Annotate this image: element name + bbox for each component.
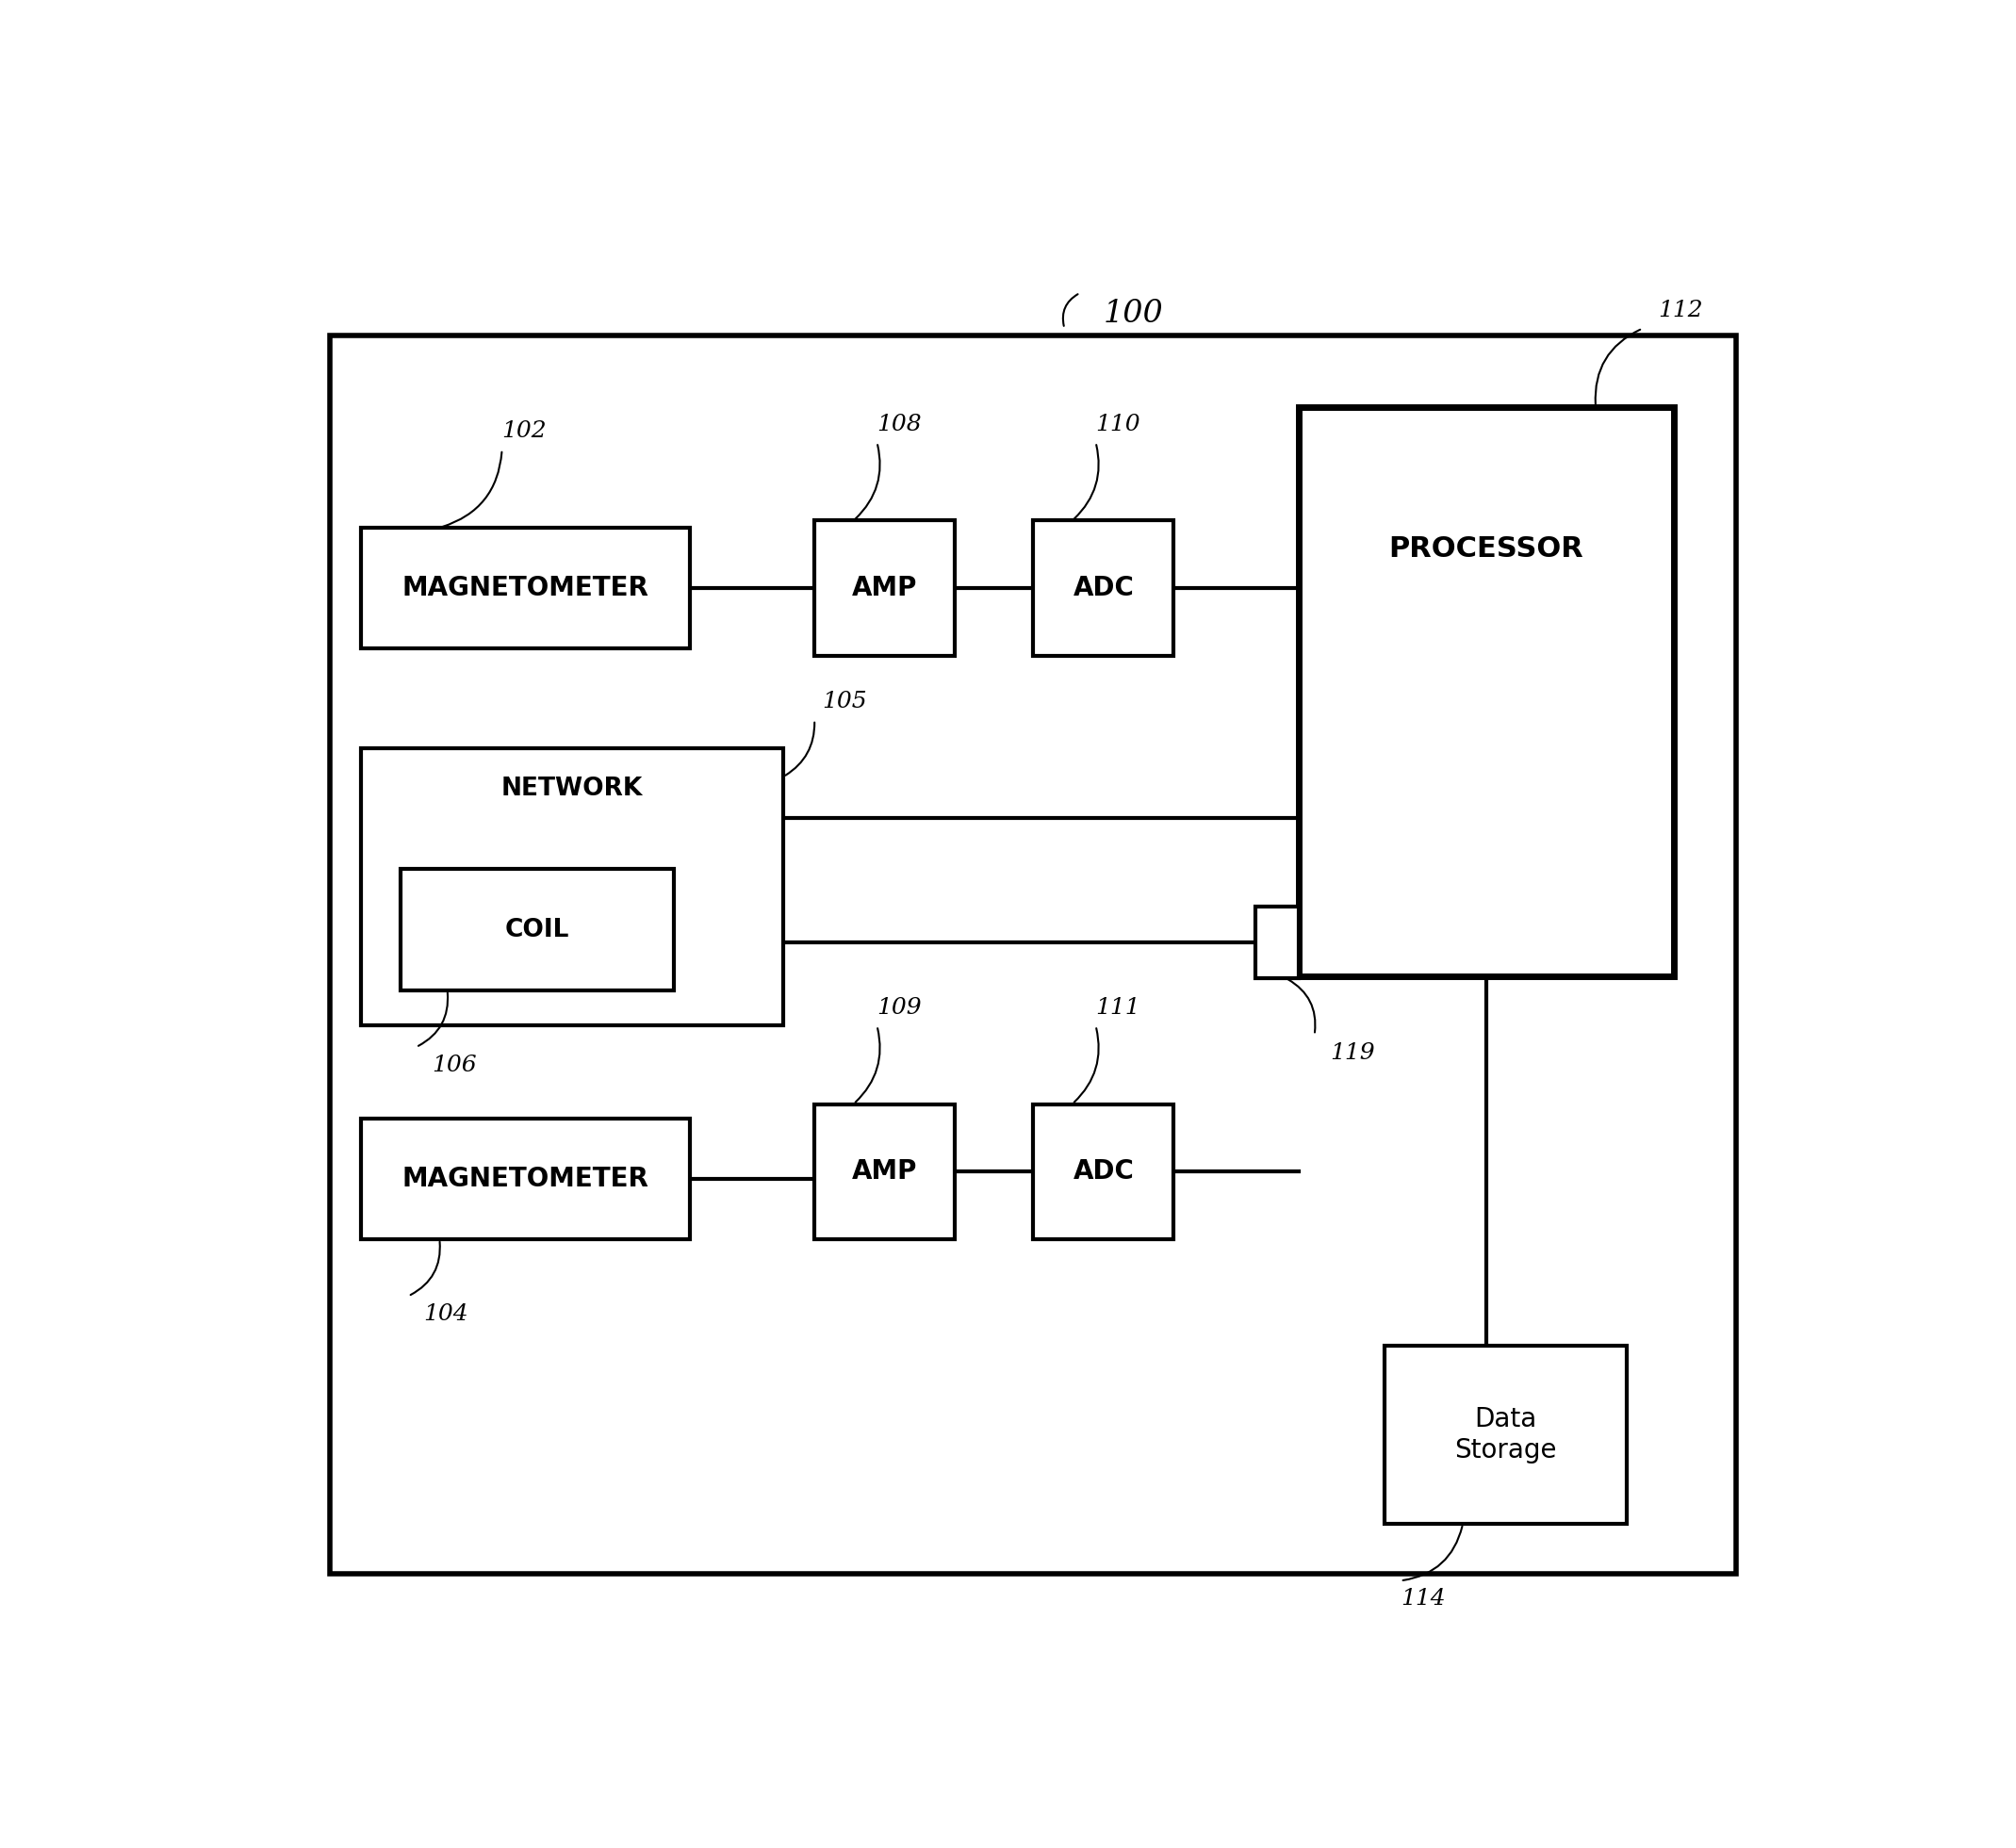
Text: PROCESSOR: PROCESSOR	[1389, 536, 1585, 562]
Bar	[1256, 907, 1298, 978]
Bar	[331, 336, 1736, 1574]
Text: MAGNETOMETER: MAGNETOMETER	[401, 575, 649, 601]
Text: 108: 108	[877, 414, 921, 436]
Text: 111: 111	[1097, 996, 1141, 1018]
Bar	[1034, 1103, 1173, 1240]
Text: 112: 112	[1659, 299, 1704, 322]
Bar	[361, 748, 784, 1026]
Text: Data
Storage: Data Storage	[1456, 1406, 1556, 1464]
Bar	[1034, 521, 1173, 656]
Bar	[401, 869, 673, 991]
Text: 105: 105	[823, 691, 867, 713]
Text: 110: 110	[1097, 414, 1141, 436]
Bar	[361, 1118, 689, 1240]
Text: 119: 119	[1331, 1042, 1375, 1064]
Text: AMP: AMP	[853, 575, 917, 601]
Bar	[1298, 407, 1673, 976]
Bar	[1385, 1345, 1627, 1525]
Bar	[814, 521, 956, 656]
Bar	[814, 1103, 956, 1240]
Text: 114: 114	[1401, 1587, 1445, 1610]
Text: MAGNETOMETER: MAGNETOMETER	[401, 1166, 649, 1192]
Text: NETWORK: NETWORK	[502, 776, 643, 802]
Text: COIL: COIL	[504, 917, 569, 942]
Text: ADC: ADC	[1073, 575, 1135, 601]
Text: AMP: AMP	[853, 1159, 917, 1185]
Text: 104: 104	[423, 1303, 470, 1325]
Text: ADC: ADC	[1073, 1159, 1135, 1185]
Text: 102: 102	[502, 421, 546, 442]
Text: 106: 106	[431, 1053, 476, 1076]
Text: 100: 100	[1103, 299, 1163, 329]
Text: 109: 109	[877, 996, 921, 1018]
Bar	[361, 529, 689, 649]
